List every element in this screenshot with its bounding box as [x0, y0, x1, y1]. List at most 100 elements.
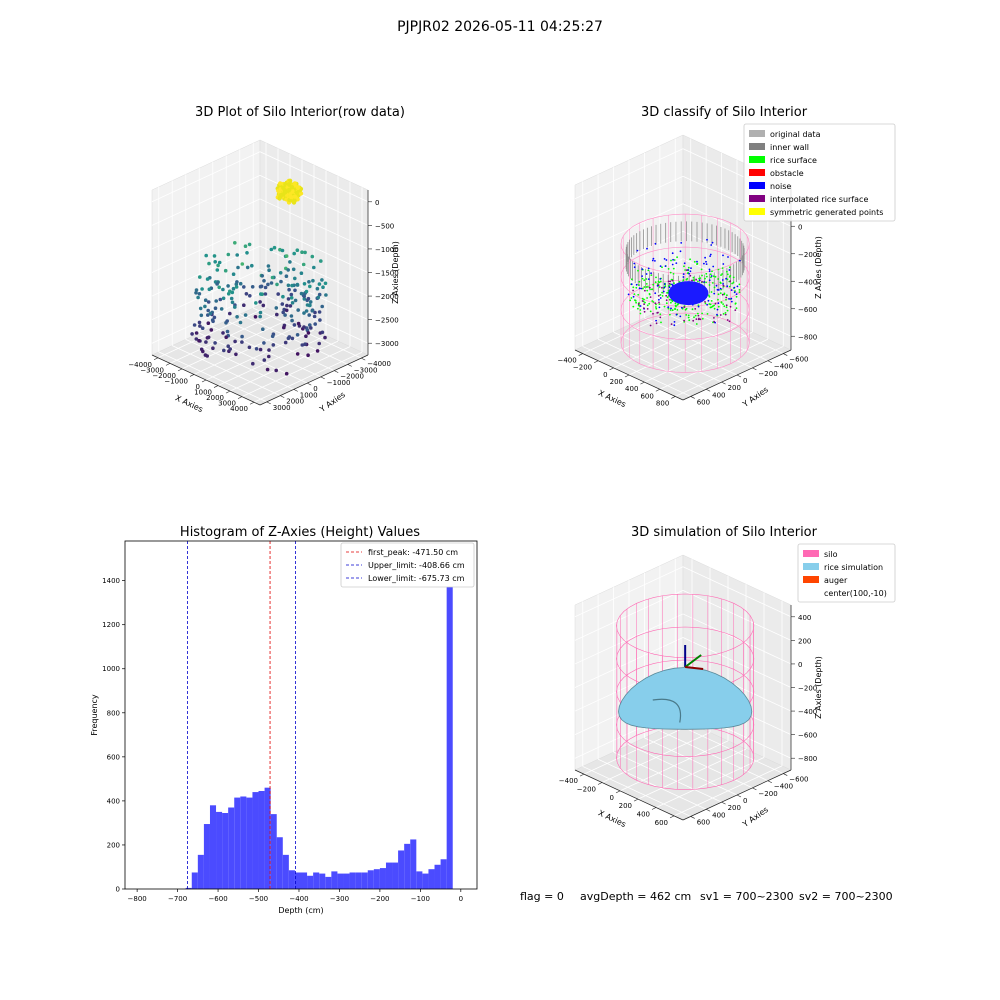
raw-gridline — [259, 151, 369, 203]
classify-3d-plot: −400−2000200400600800−600−400−2000200400… — [557, 123, 896, 410]
classify-point — [673, 324, 676, 327]
classify-point — [704, 301, 706, 303]
raw-gridline — [181, 318, 291, 370]
classify-point — [696, 312, 699, 315]
classify-point — [713, 317, 715, 319]
classify-y-tick — [690, 396, 695, 399]
histogram-bar — [313, 872, 320, 889]
raw-data-point — [198, 324, 202, 328]
classify-gridline — [675, 303, 784, 354]
classify-point — [647, 267, 650, 270]
classify-y-tick — [706, 389, 711, 392]
raw-data-point — [274, 306, 279, 310]
raw-data-point — [295, 185, 301, 190]
classify-point — [670, 307, 672, 310]
classify-point — [726, 273, 729, 276]
classify-point — [694, 314, 697, 317]
histogram-bar — [337, 873, 344, 889]
classify-point — [646, 247, 648, 250]
classify-point — [669, 271, 672, 274]
sim-gridline — [582, 766, 691, 817]
raw-data-point — [269, 247, 274, 252]
classify-point — [719, 314, 722, 316]
classify-point — [727, 256, 729, 258]
classify-point — [646, 304, 649, 307]
sim-z-tick-label: −200 — [798, 685, 817, 693]
raw-x-tick-label: 1000 — [194, 389, 212, 397]
classify-point — [726, 294, 728, 297]
raw-data-point — [289, 194, 294, 200]
classify-point — [638, 284, 640, 286]
classify-y-tick — [752, 367, 757, 371]
classify-point — [723, 292, 726, 295]
status-sv2: sv2 = 700~2300 — [799, 890, 893, 903]
raw-x-tick-label: −3000 — [140, 366, 164, 374]
classify-point — [709, 253, 712, 256]
classify-point — [635, 286, 638, 289]
raw-data-point — [288, 260, 292, 264]
classify-point — [639, 305, 642, 307]
raw-data-point — [224, 335, 228, 340]
classify-point — [711, 241, 714, 244]
classify-point — [697, 314, 700, 317]
classify-point — [692, 276, 695, 279]
classify-point — [655, 319, 657, 322]
classify-point — [690, 267, 692, 269]
classify-point — [738, 289, 741, 291]
classify-point — [714, 275, 717, 278]
sim-legend-label: rice simulation — [824, 563, 883, 572]
classify-point — [708, 295, 711, 298]
classify-z-tick-label: −200 — [798, 251, 817, 259]
classify-point — [738, 283, 741, 286]
classify-point — [659, 265, 662, 267]
classify-point — [728, 320, 731, 323]
raw-data-point — [290, 283, 294, 288]
raw-gridline — [151, 245, 261, 297]
classify-point — [669, 313, 671, 316]
classify-noise-cluster — [668, 281, 709, 306]
raw-data-point — [267, 348, 271, 352]
classify-point — [643, 279, 646, 282]
sim-z-axis-label: Z Axies (Depth) — [814, 656, 823, 719]
raw-x-tick — [225, 390, 231, 394]
raw-data-point — [247, 345, 252, 350]
classify-point — [709, 255, 711, 257]
raw-y-tick-label: −3000 — [354, 366, 378, 374]
classify-point — [665, 294, 668, 297]
raw-data-point — [194, 291, 198, 295]
raw-data-point — [231, 272, 236, 277]
raw-data-point — [217, 285, 221, 290]
classify-point — [635, 301, 637, 304]
raw-data-point — [277, 189, 282, 194]
raw-gridline — [157, 307, 267, 359]
classify-point — [655, 276, 657, 279]
classify-point — [726, 319, 729, 321]
classify-point — [645, 286, 648, 288]
classify-point — [633, 266, 636, 269]
raw-y-tick — [347, 364, 352, 367]
classify-x-tick — [655, 389, 660, 392]
classify-point — [630, 297, 633, 299]
classify-point — [647, 286, 649, 288]
classify-legend-label: obstacle — [770, 169, 804, 178]
raw-data-point — [289, 296, 294, 300]
raw-data-point — [323, 335, 327, 340]
histogram-y-tick-label: 0 — [116, 886, 120, 894]
raw-data-point — [206, 321, 211, 326]
raw-data-point — [222, 348, 226, 353]
classify-point — [706, 303, 708, 306]
classify-point — [667, 306, 670, 309]
histogram-y-tick-label: 1400 — [102, 577, 120, 585]
raw-data-point — [236, 265, 240, 270]
classify-point — [721, 273, 723, 275]
histogram-y-tick-label: 800 — [107, 709, 120, 717]
classify-point — [658, 298, 660, 301]
histogram-bar — [270, 814, 277, 889]
raw-data-point — [199, 313, 204, 318]
classify-y-tick — [783, 353, 788, 356]
classify-point — [675, 262, 678, 264]
raw-data-point — [307, 313, 312, 317]
histogram-bar — [216, 811, 223, 889]
classify-gridline — [574, 148, 684, 200]
